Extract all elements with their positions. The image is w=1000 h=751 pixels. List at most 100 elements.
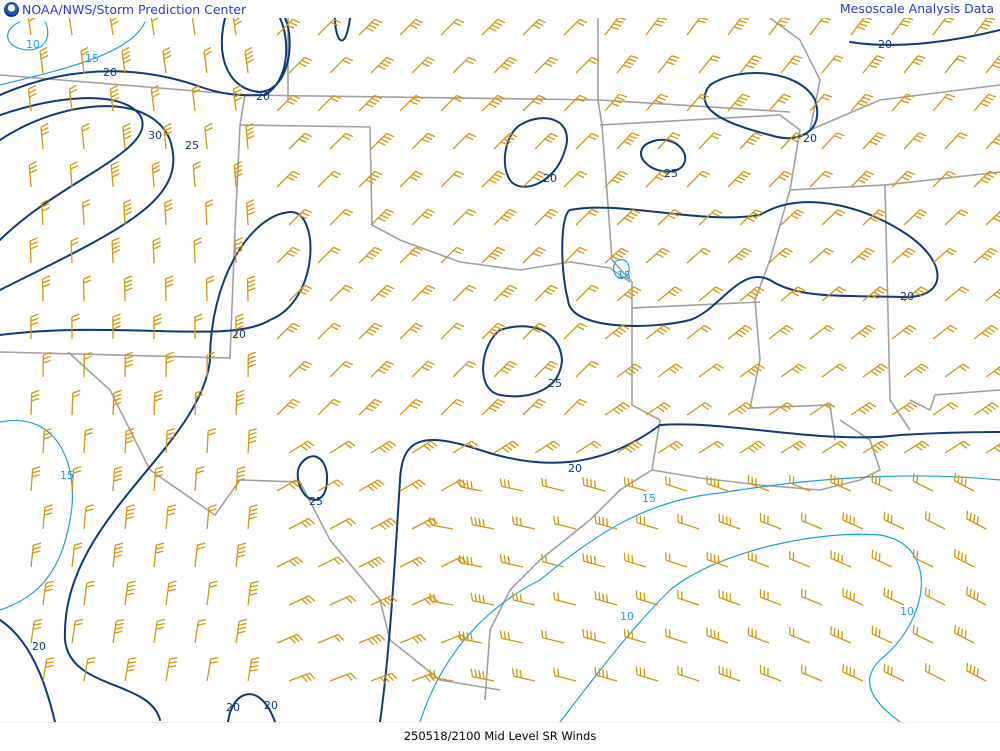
contour-label: 20 <box>256 90 270 103</box>
wind-barb <box>809 93 833 112</box>
wind-barb <box>575 360 600 378</box>
wind-barb <box>121 46 132 74</box>
wind-barb <box>112 618 125 644</box>
wind-barb <box>165 657 178 682</box>
wind-barb <box>862 363 888 378</box>
wind-barb <box>317 633 345 644</box>
wind-barb <box>604 18 627 36</box>
wind-barb <box>789 474 811 492</box>
wind-barb <box>234 237 244 264</box>
wind-barb <box>411 208 436 226</box>
wind-barb <box>698 132 722 150</box>
wind-barb <box>276 556 304 568</box>
wind-barb <box>686 402 713 416</box>
wind-barb <box>739 286 765 302</box>
wind-barb <box>235 389 245 416</box>
wind-barb <box>891 18 914 36</box>
wind-barb <box>871 549 893 568</box>
wind-barb <box>924 587 946 606</box>
wind-barb <box>985 365 1000 378</box>
contour-line <box>0 18 288 97</box>
wind-barb <box>370 595 398 607</box>
wind-barb <box>522 94 547 112</box>
wind-barb <box>109 84 120 112</box>
wind-barb <box>191 84 201 112</box>
wind-barb <box>616 363 642 378</box>
wind-barb <box>657 286 683 302</box>
wind-barb <box>71 389 81 416</box>
wind-barb <box>399 94 424 112</box>
wind-barb <box>440 398 465 416</box>
wind-barb <box>68 18 73 36</box>
wind-barb <box>29 237 39 264</box>
wind-barb <box>809 324 835 340</box>
wind-barb <box>288 208 313 226</box>
wind-barb <box>739 209 764 226</box>
wind-barb <box>575 440 602 454</box>
wind-barb <box>245 122 255 150</box>
wind-barb <box>553 515 577 530</box>
wind-barb <box>152 237 162 264</box>
wind-barb <box>165 351 175 378</box>
wind-barb <box>151 161 161 188</box>
wind-barb <box>112 389 122 416</box>
wind-barb <box>317 18 342 36</box>
wind-barb <box>698 363 724 378</box>
wind-barb <box>821 363 847 378</box>
wind-barb <box>42 657 55 682</box>
wind-barb <box>112 542 124 568</box>
wind-barb <box>780 209 805 226</box>
wind-barb <box>30 313 39 340</box>
wind-barb <box>677 514 700 530</box>
wind-barb <box>821 132 845 150</box>
wind-barb <box>206 504 217 530</box>
wind-barb <box>83 580 95 606</box>
wind-barb <box>206 351 216 378</box>
wind-barb <box>82 199 91 226</box>
wind-barb <box>27 18 36 36</box>
contour-label: 15 <box>642 492 656 505</box>
wind-barb <box>358 479 385 492</box>
wind-barb <box>411 360 436 378</box>
wind-barb <box>194 618 207 644</box>
wind-barb <box>932 324 958 340</box>
wind-barb <box>317 322 342 340</box>
contour-line <box>0 105 175 291</box>
wind-barb <box>850 247 875 264</box>
wind-barb <box>481 398 506 416</box>
contour-line <box>613 259 630 279</box>
contour-label: 20 <box>900 290 914 303</box>
wind-barb <box>162 46 172 74</box>
wind-barb <box>801 588 823 606</box>
wind-barb <box>842 664 864 682</box>
wind-barb <box>809 247 834 264</box>
wind-barb <box>821 55 844 74</box>
wind-barb <box>191 18 196 36</box>
map-caption: 250518/2100 Mid Level SR Winds <box>0 722 1000 751</box>
wind-barb <box>665 628 688 644</box>
contour-line <box>503 117 568 188</box>
wind-barb <box>575 284 600 302</box>
wind-barb <box>924 663 946 682</box>
wind-barb <box>399 398 424 416</box>
wind-barb <box>370 672 398 684</box>
wind-barb <box>42 580 54 606</box>
wind-barb <box>30 466 41 492</box>
wind-barb <box>71 466 82 492</box>
contour-label: 15 <box>85 52 99 65</box>
wind-barb <box>192 161 202 188</box>
wind-barb <box>768 402 795 416</box>
wind-barb <box>616 55 639 74</box>
wind-barb <box>891 324 917 340</box>
wind-barb <box>71 313 80 340</box>
wind-barb <box>83 427 93 454</box>
wind-barb <box>440 94 465 112</box>
state-borders <box>0 18 1000 701</box>
wind-barb <box>739 55 762 74</box>
wind-barb <box>41 199 50 226</box>
wind-barb <box>706 551 729 568</box>
wind-barb <box>850 402 877 416</box>
wind-barb <box>623 552 647 568</box>
wind-barb <box>358 556 386 569</box>
wind-barb <box>164 199 173 226</box>
